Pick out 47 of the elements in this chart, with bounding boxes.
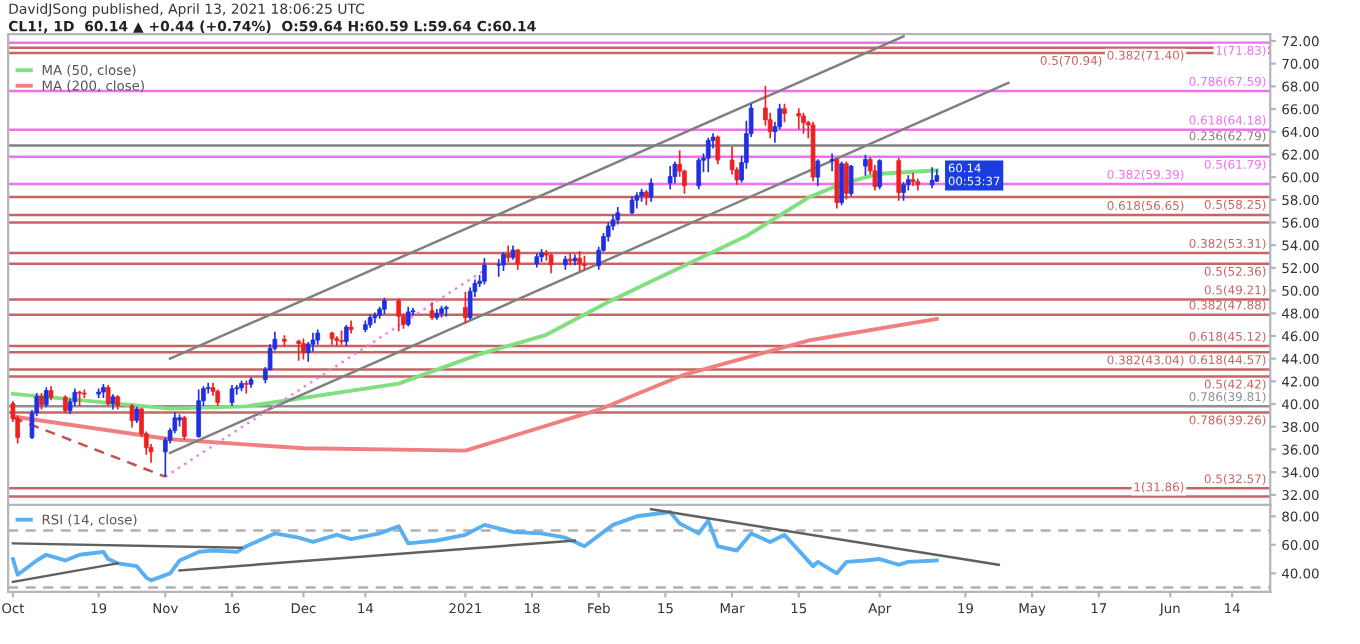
candlestick <box>896 158 902 201</box>
candlestick <box>196 389 201 438</box>
candlestick <box>405 306 411 327</box>
candlestick <box>334 336 340 346</box>
candlestick <box>229 385 235 407</box>
candlestick <box>696 158 702 190</box>
candlestick <box>929 167 935 189</box>
candlestick <box>910 172 916 186</box>
candlestick <box>705 137 711 173</box>
candlestick <box>577 251 582 271</box>
candlestick <box>815 159 821 186</box>
candlestick <box>463 292 468 324</box>
candlestick <box>301 338 306 360</box>
candlestick <box>348 320 354 334</box>
candlestick <box>834 158 840 209</box>
candlestick <box>482 257 487 285</box>
candlestick <box>801 112 806 134</box>
line-series <box>10 317 939 453</box>
candlestick <box>877 159 883 190</box>
candlestick <box>396 298 402 332</box>
candlestick <box>848 164 854 197</box>
candlestick <box>182 415 187 441</box>
candlestick <box>496 259 502 277</box>
candlestick <box>243 380 249 394</box>
candlestick <box>872 164 878 191</box>
candlestick <box>715 135 721 165</box>
candlestick <box>796 108 802 130</box>
candlestick <box>43 387 49 408</box>
candlestick <box>443 305 449 317</box>
candlestick <box>863 154 868 176</box>
candlestick <box>105 385 111 407</box>
candlestick <box>667 166 673 190</box>
candlestick <box>129 404 135 428</box>
line-series <box>10 510 939 583</box>
candlestick <box>567 253 573 266</box>
candlestick <box>305 341 311 362</box>
candlestick <box>372 312 378 324</box>
candlestick <box>829 153 835 172</box>
candlestick <box>672 161 678 184</box>
candlestick <box>296 339 301 361</box>
candlestick <box>515 248 521 270</box>
candlestick <box>648 178 654 202</box>
candlestick <box>839 161 844 206</box>
candlestick <box>467 287 473 320</box>
candlestick <box>343 324 349 346</box>
candlestick <box>844 161 849 200</box>
candlestick <box>548 253 554 274</box>
